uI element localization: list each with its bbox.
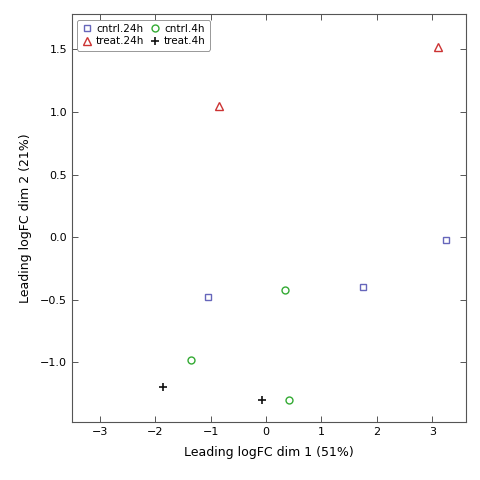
Legend: cntrl.24h, treat.24h, cntrl.4h, treat.4h: cntrl.24h, treat.24h, cntrl.4h, treat.4h xyxy=(77,20,210,50)
cntrl.24h xyxy=(360,284,366,290)
cntrl.4h xyxy=(188,357,194,363)
treat.24h xyxy=(435,44,441,50)
Line: cntrl.24h: cntrl.24h xyxy=(204,236,450,300)
cntrl.24h xyxy=(205,294,211,300)
cntrl.24h xyxy=(444,237,449,242)
treat.24h xyxy=(216,103,222,108)
cntrl.4h xyxy=(283,287,288,293)
Line: treat.24h: treat.24h xyxy=(215,43,442,110)
Y-axis label: Leading logFC dim 2 (21%): Leading logFC dim 2 (21%) xyxy=(19,133,32,303)
treat.4h xyxy=(161,384,167,390)
cntrl.4h xyxy=(287,397,292,403)
X-axis label: Leading logFC dim 1 (51%): Leading logFC dim 1 (51%) xyxy=(184,445,354,458)
Line: treat.4h: treat.4h xyxy=(159,383,266,404)
treat.4h xyxy=(259,397,264,403)
Line: cntrl.4h: cntrl.4h xyxy=(188,286,293,403)
